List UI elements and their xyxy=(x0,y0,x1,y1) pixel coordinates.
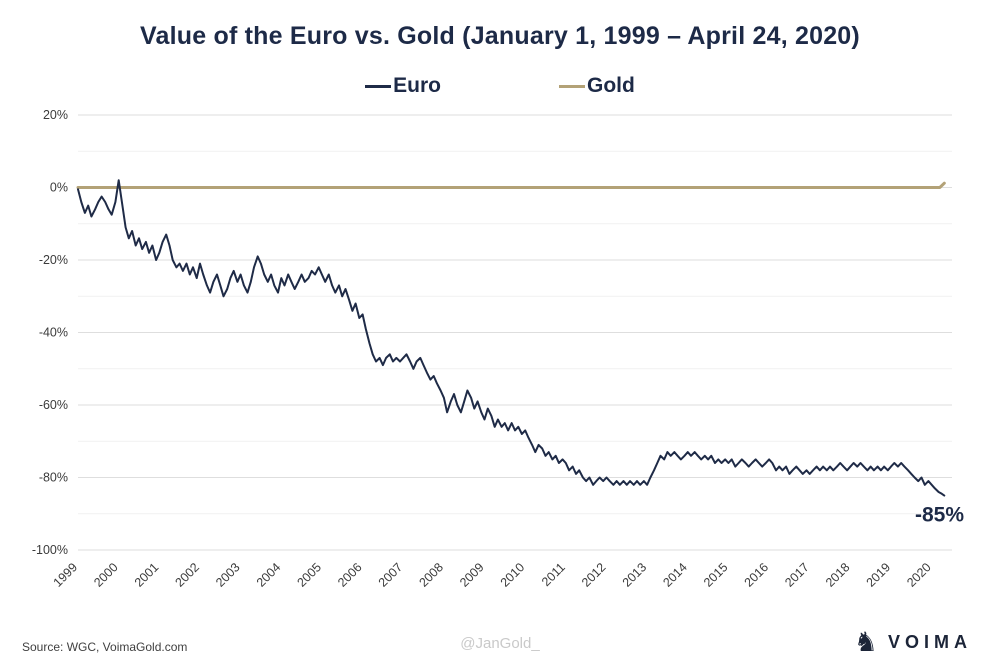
x-tick-label: 2002 xyxy=(173,560,203,590)
x-tick-label: 2020 xyxy=(904,560,934,590)
x-tick-label: 2006 xyxy=(335,560,365,590)
x-tick-label: 2009 xyxy=(457,560,487,590)
voima-wordmark: VOIMA xyxy=(887,632,972,652)
x-tick-label: 2011 xyxy=(539,560,568,589)
x-tick-label: 2008 xyxy=(416,560,446,590)
page-title: Value of the Euro vs. Gold (January 1, 1… xyxy=(140,22,860,50)
y-tick-label: -40% xyxy=(39,326,68,340)
x-tick-label: 2004 xyxy=(254,560,284,590)
source-text: Source: WGC, VoimaGold.com xyxy=(22,640,188,654)
legend-item-euro: Euro xyxy=(365,71,441,101)
x-tick-label: 2007 xyxy=(376,560,406,590)
legend-label-euro: Euro xyxy=(393,74,441,97)
x-tick-label: 2018 xyxy=(823,560,853,590)
x-tick-label: 2005 xyxy=(294,560,324,590)
y-tick-label: -60% xyxy=(39,398,68,412)
y-tick-label: 20% xyxy=(43,108,68,122)
y-tick-label: -100% xyxy=(32,543,68,557)
gold-line xyxy=(76,181,946,189)
x-tick-label: 2003 xyxy=(213,560,243,590)
chart-area: 20% 0% -20% -40% -60% -80% -100% 1999 2000 2001 20… xyxy=(0,101,1000,606)
x-tick-label: 2017 xyxy=(782,560,812,590)
x-tick-label: 2000 xyxy=(91,560,121,590)
x-tick-label: 2019 xyxy=(864,560,894,590)
x-tick-label: 2010 xyxy=(498,560,528,590)
x-tick-label: 2001 xyxy=(132,560,162,590)
voima-logo: ♞ VOIMA xyxy=(854,629,972,656)
euro-line-swatch xyxy=(365,84,392,88)
legend-item-gold: Gold xyxy=(559,71,635,101)
voima-lion-icon: ♞ xyxy=(853,627,878,658)
x-tick-label: 2014 xyxy=(660,560,690,590)
y-tick-label: -20% xyxy=(39,253,68,267)
annotation-label: -85% xyxy=(915,504,964,527)
x-tick-label: 2015 xyxy=(701,560,731,590)
x-tick-label: 1999 xyxy=(51,560,81,590)
x-tick-label: 2013 xyxy=(620,560,650,590)
x-tick-label: 2016 xyxy=(742,560,772,590)
euro-line xyxy=(77,179,946,497)
y-tick-label: 0% xyxy=(50,181,68,195)
x-tick-label: 2012 xyxy=(579,560,609,590)
gold-line-swatch xyxy=(559,84,585,88)
y-tick-label: -80% xyxy=(39,471,68,485)
legend-label-gold: Gold xyxy=(587,74,635,97)
legend: Euro Gold xyxy=(0,71,1000,101)
chart-plot: 20% 0% -20% -40% -60% -80% -100% 1999 2000 2001 20… xyxy=(32,108,964,590)
